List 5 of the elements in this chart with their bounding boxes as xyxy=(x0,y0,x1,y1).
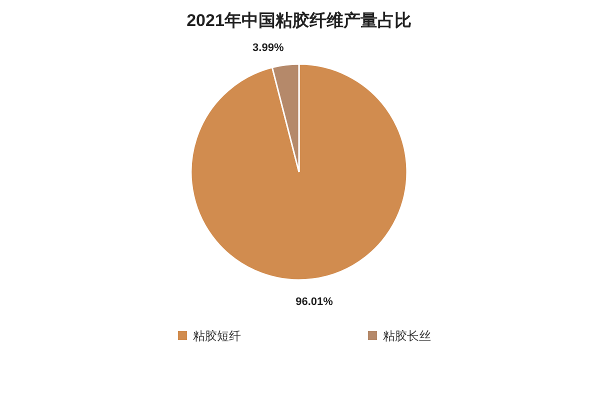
legend-label: 粘胶长丝 xyxy=(383,329,431,343)
title: 2021年中国粘胶纤维产量占比 xyxy=(186,11,412,30)
legend-label: 粘胶短纤 xyxy=(193,329,241,343)
data-label: 3.99% xyxy=(252,42,284,54)
data-label: 96.01% xyxy=(296,296,333,308)
